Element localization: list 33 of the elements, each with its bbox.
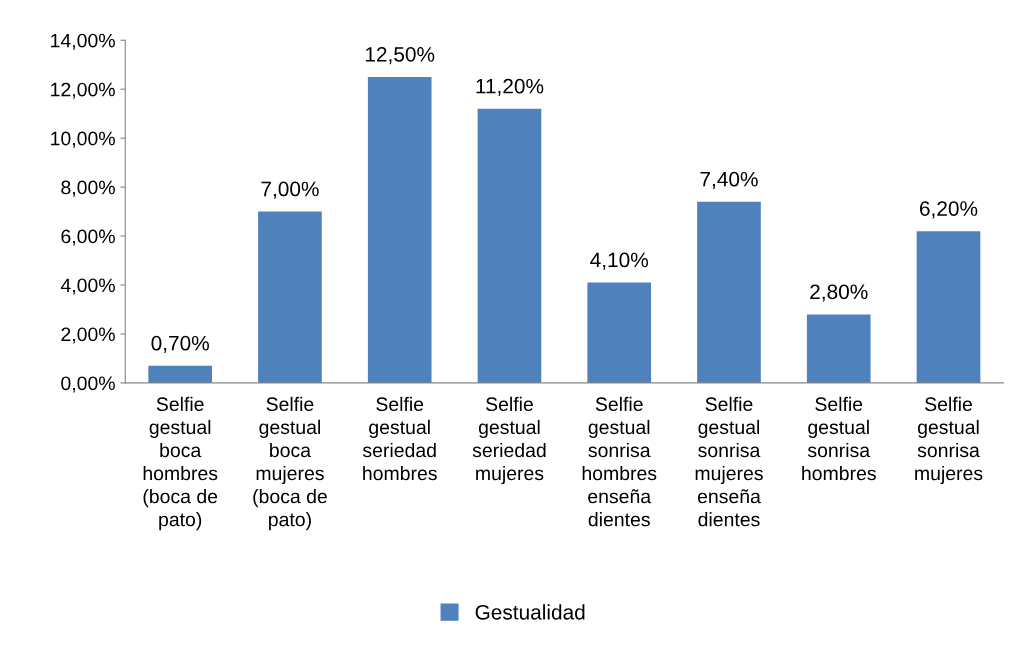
y-tick-label: 6,00% (61, 229, 115, 246)
x-tick-label: Selfie gestual sonrisa mujeres (915, 396, 983, 485)
bar (806, 314, 871, 383)
y-tick-label: 2,00% (61, 327, 115, 344)
bar (258, 211, 322, 383)
data-label: 6,20% (920, 201, 978, 219)
y-tick-label: 0,00% (61, 376, 115, 393)
x-tick-label: Selfie gestual sonrisa hombres enseña dientes (582, 396, 657, 527)
bar (697, 201, 761, 383)
y-tick-label: 14,00% (51, 33, 115, 50)
legend-label: Gestualidad (475, 604, 585, 620)
bar (587, 282, 652, 383)
data-label: 11,20% (476, 78, 544, 96)
data-label: 2,80% (810, 284, 868, 302)
data-label: 4,10% (590, 252, 649, 270)
x-tick-label: Selfie gestual sonrisa mujeres enseña dientes (695, 396, 763, 527)
data-label: 0,70% (151, 335, 209, 354)
x-tick-label: Selfie gestual sonrisa hombres (802, 396, 876, 481)
y-tick-label: 10,00% (51, 131, 115, 148)
bar (367, 76, 432, 383)
bar (148, 365, 212, 383)
data-label: 7,00% (261, 181, 319, 199)
bar (916, 231, 981, 383)
x-tick-label: Selfie gestual seriedad hombres (362, 396, 437, 481)
data-label: 12,50% (365, 46, 435, 65)
y-tick-label: 12,00% (51, 82, 115, 99)
x-tick-label: Selfie gestual boca hombres (boca de pato) (143, 396, 218, 531)
bar (477, 108, 542, 383)
x-tick-label: Selfie gestual boca mujeres (boca de pato) (253, 396, 327, 531)
y-tick-label: 8,00% (61, 180, 115, 197)
x-tick-label: Selfie gestual seriedad mujeres (472, 396, 546, 485)
y-tick-label: 4,00% (60, 278, 115, 295)
data-label: 7,40% (700, 171, 758, 190)
